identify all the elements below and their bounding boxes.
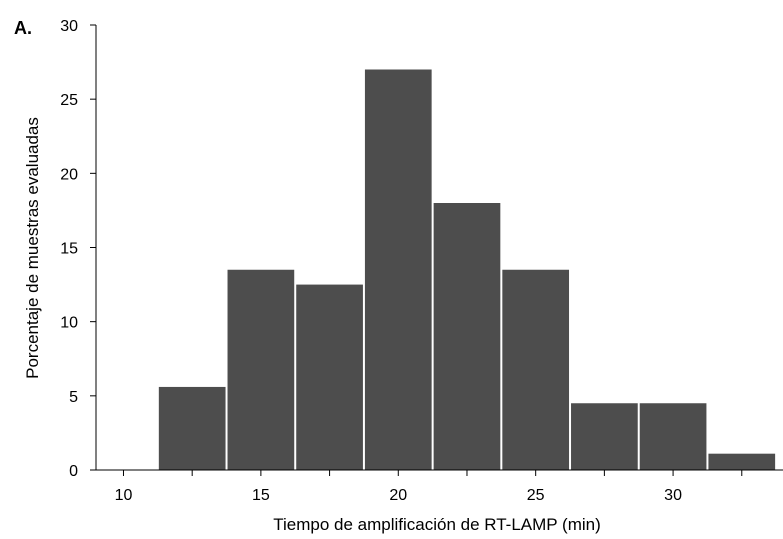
histogram-bar-3 <box>296 284 363 470</box>
histogram-bar-1 <box>158 386 226 470</box>
x-tick-label: 30 <box>664 487 682 504</box>
x-tick-label: 25 <box>527 487 545 504</box>
y-tick-label: 25 <box>60 92 78 109</box>
histogram-bar-8 <box>639 403 707 470</box>
histogram-bar-4 <box>364 69 432 470</box>
histogram-bar-6 <box>502 269 570 470</box>
y-axis-title: Porcentaje de muestras evaluadas <box>23 117 42 379</box>
bars-group <box>158 69 776 470</box>
x-tick-label: 15 <box>252 487 270 504</box>
x-axis: 10 15 20 25 30 <box>96 469 783 504</box>
y-tick-label: 0 <box>69 463 78 480</box>
y-tick-label: 15 <box>60 241 78 258</box>
histogram-bar-2 <box>227 269 295 470</box>
histogram-bar-5 <box>433 203 501 470</box>
x-axis-title: Tiempo de amplificación de RT-LAMP (min) <box>273 515 601 534</box>
x-tick-label: 20 <box>389 487 407 504</box>
y-tick-label: 20 <box>60 166 78 183</box>
y-axis: 0 5 10 15 20 25 30 <box>60 18 97 480</box>
y-tick-label: 30 <box>60 18 78 35</box>
histogram-bar-7 <box>571 403 638 470</box>
y-tick-label: 5 <box>69 389 78 406</box>
x-tick-label: 10 <box>115 487 133 504</box>
histogram-bar-9 <box>708 453 776 470</box>
y-tick-label: 10 <box>60 315 78 332</box>
panel-label: A. <box>14 18 32 38</box>
